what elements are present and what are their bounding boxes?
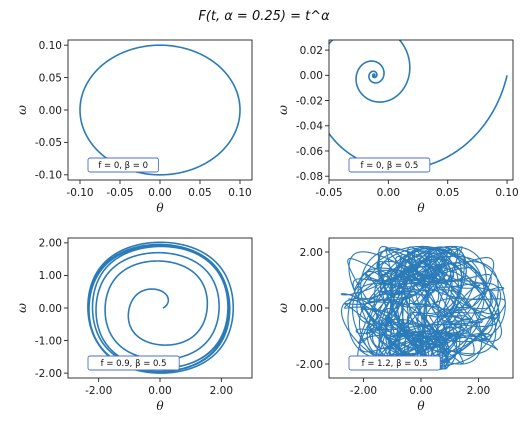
x-tick-label: 0.10 [495, 187, 518, 199]
y-tick-label: -2.00 [296, 359, 323, 371]
x-tick-label: 0.05 [436, 187, 459, 199]
y-axis-label: ω [276, 303, 290, 313]
y-tick-label: -0.04 [296, 121, 323, 133]
annotation-text: f = 0, β = 0.5 [360, 161, 418, 171]
annotation-box [87, 157, 159, 173]
annotation-text: f = 0, β = 0 [98, 161, 148, 171]
phase-trajectory-line [87, 241, 235, 374]
x-axis-label: θ [156, 201, 164, 215]
y-tick-label: -1.00 [35, 335, 62, 347]
x-tick-label: 0.00 [409, 385, 432, 397]
y-tick-label: 0.00 [39, 303, 62, 315]
annotation-box [87, 355, 180, 371]
x-tick-label: 0.00 [377, 187, 400, 199]
x-tick-label: -2.00 [85, 385, 112, 397]
y-tick-label: 0.10 [39, 40, 62, 52]
y-tick-label: 0.00 [300, 303, 323, 315]
y-tick-label: 2.00 [300, 247, 323, 259]
x-tick-label: -0.05 [106, 187, 133, 199]
y-tick-label: -0.10 [35, 170, 62, 182]
x-tick-label: 0.00 [148, 187, 171, 199]
x-tick-label: 0.00 [148, 385, 171, 397]
y-tick-label: 2.00 [39, 238, 62, 250]
y-tick-label: -0.08 [296, 171, 323, 183]
parameter-annotation: f = 0, β = 0 [87, 157, 159, 173]
x-tick-label: 2.00 [467, 385, 490, 397]
figure-title: F(t, α = 0.25) = t^α [198, 9, 330, 24]
y-axis-label: ω [276, 105, 290, 115]
x-axis-label: θ [417, 201, 425, 215]
x-axis-label: θ [417, 399, 425, 413]
y-tick-label: 0.02 [300, 45, 323, 57]
y-tick-label: -2.00 [35, 368, 62, 380]
x-tick-label: -2.00 [350, 385, 377, 397]
axes-frame [328, 39, 514, 181]
y-tick-label: 0.00 [39, 105, 62, 117]
y-tick-label: -0.05 [35, 137, 62, 149]
subplot-2: -0.05 0.00 0.05 0.10 -0.08 -0.06 -0.04 -0.02 0.0… [276, 39, 519, 215]
parameter-annotation: f = 0.9, β = 0.5 [87, 355, 180, 371]
x-tick-label: -0.10 [66, 187, 93, 199]
y-tick-label: -0.02 [296, 95, 323, 107]
y-tick-label: 0.05 [39, 72, 62, 84]
phase-trajectory-line [329, 40, 508, 171]
y-tick-label: 1.00 [39, 270, 62, 282]
y-axis-label: ω [15, 303, 29, 313]
annotation-box [348, 157, 431, 173]
phase-trajectory-line [79, 44, 241, 176]
annotation-text: f = 0.9, β = 0.5 [101, 359, 167, 369]
y-tick-label: 0.00 [300, 70, 323, 82]
x-tick-label: 0.05 [188, 187, 211, 199]
annotation-text: f = 1.2, β = 0.5 [362, 359, 428, 369]
parameter-annotation: f = 1.2, β = 0.5 [348, 355, 441, 371]
x-tick-label: -0.05 [315, 187, 342, 199]
phase-trajectory-line [340, 245, 506, 371]
x-tick-label: 2.00 [210, 385, 233, 397]
subplot-1: -0.10 -0.05 0.00 0.05 0.10 -0.10 -0.05 0.00 0.05… [15, 39, 253, 215]
subplot-4: -2.00 0.00 2.00 -2.00 0.00 2.00 θ ω f = 1.2, β =… [276, 237, 514, 413]
annotation-box [348, 355, 441, 371]
parameter-annotation: f = 0, β = 0.5 [348, 157, 431, 173]
x-tick-label: 0.10 [228, 187, 251, 199]
y-axis-label: ω [15, 105, 29, 115]
subplot-3: -2.00 0.00 2.00 -2.00 -1.00 0.00 1.00 2.00 θ ω f =… [15, 237, 253, 413]
y-tick-label: -0.06 [296, 146, 323, 158]
x-axis-label: θ [156, 399, 164, 413]
